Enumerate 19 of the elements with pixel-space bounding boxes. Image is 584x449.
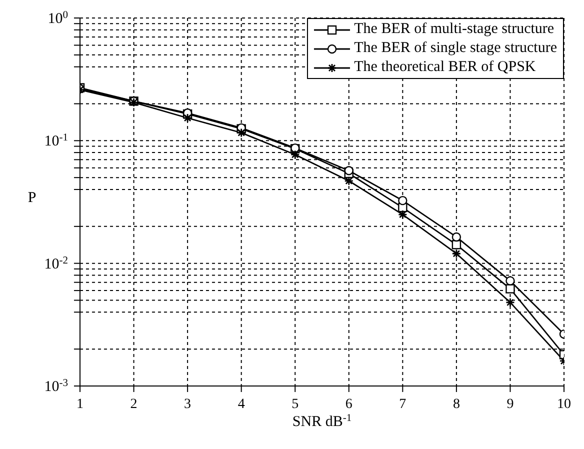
- y-tick-label: 10$^{0}$: [48, 10, 68, 27]
- x-tick-label: 6: [345, 397, 352, 412]
- x-tick-label: 4: [238, 397, 245, 412]
- x-axis-title: SNR dB$^{-1}$: [292, 412, 352, 430]
- x-tick-label: 3: [184, 397, 192, 412]
- x-tick-label: 10: [557, 397, 571, 412]
- y-axis-title: P: [28, 190, 36, 206]
- x-tick-label: 5: [292, 397, 299, 412]
- x-tick-label: 2: [130, 397, 138, 412]
- y-tick-label: 10$^{-1}$: [44, 132, 68, 150]
- x-tick-label: 1: [76, 397, 84, 412]
- x-tick-label: 9: [506, 397, 514, 412]
- legend-label: The BER of single stage structure: [354, 39, 557, 58]
- y-tick-label: 10$^{-3}$: [44, 378, 68, 395]
- legend-label: The theoretical BER of QPSK: [354, 58, 536, 77]
- x-tick-label: 8: [452, 397, 460, 412]
- x-tick-label: 7: [399, 397, 406, 412]
- legend-label: The BER of multi-stage structure: [354, 20, 554, 39]
- y-tick-label: 10$^{-2}$: [44, 254, 68, 272]
